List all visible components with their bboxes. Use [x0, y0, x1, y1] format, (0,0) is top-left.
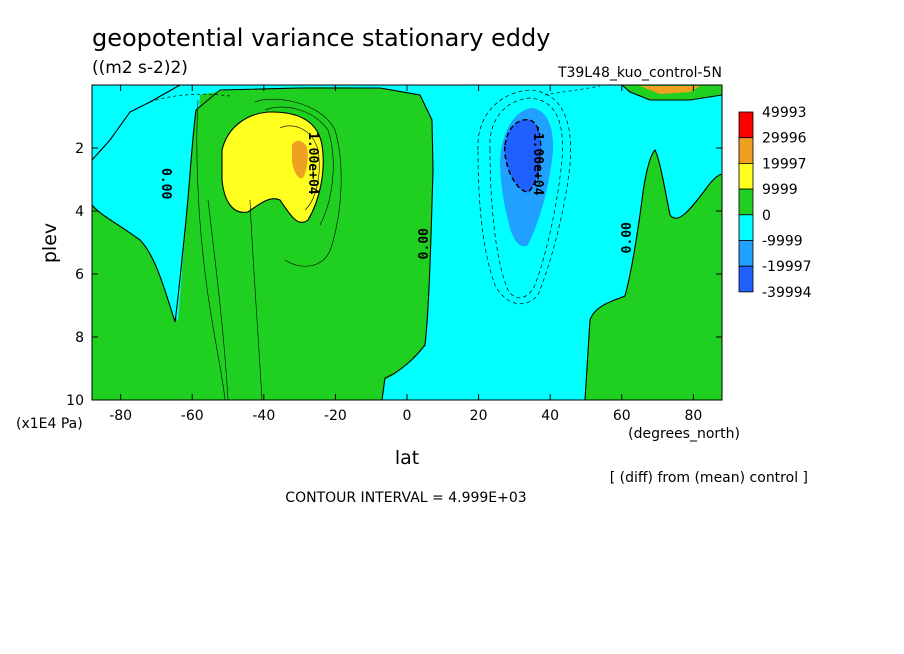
field-positive-yellow: [222, 112, 324, 223]
diff-note: [ (diff) from (mean) control ]: [610, 470, 808, 486]
y-axis: 2 4 6 8 10: [66, 141, 722, 409]
contour-top-dashed: [149, 85, 601, 103]
legend-level-label: -39994: [762, 285, 812, 301]
x-tick-label: -60: [181, 408, 204, 424]
x-tick-label: 60: [613, 408, 631, 424]
legend-level-label: 0: [762, 208, 771, 224]
legend-level-label: -9999: [762, 234, 803, 250]
y-axis-label: plev: [39, 223, 61, 263]
y-tick-label: 10: [66, 393, 84, 409]
x-axis-label: lat: [395, 447, 419, 469]
x-tick-label: -20: [324, 408, 347, 424]
contour-label: 1.00e+04: [305, 132, 320, 195]
plot-area: 0.00 1.00e+04 0.00 -1.00e+04 0.00: [91, 84, 723, 401]
x-axis: -80 -60 -40 -20 0 20 40 60 80: [109, 85, 702, 424]
field-positive-right: [585, 85, 722, 400]
x-tick-label: 20: [470, 408, 488, 424]
x-axis-units: (degrees_north): [628, 426, 740, 442]
legend-swatch: [738, 240, 754, 267]
field-positive-topright: [640, 86, 700, 94]
x-tick-label: -80: [109, 408, 132, 424]
legend-level-label: 29996: [762, 131, 807, 147]
legend-swatch: [738, 111, 754, 139]
x-tick-label: 40: [541, 408, 559, 424]
field-positive-orange: [292, 140, 308, 179]
contour-label: -1.00e+04: [530, 125, 545, 196]
y-tick-label: 4: [75, 204, 84, 220]
x-tick-label: 80: [684, 408, 702, 424]
legend-level-label: 49993: [762, 105, 807, 121]
field-negative-dark: [504, 119, 541, 192]
legend-swatch: [738, 214, 754, 241]
color-legend: 49993 29996 19997 9999 0 -9999 -19997 -39994: [738, 105, 812, 301]
legend-swatch: [738, 188, 754, 216]
legend-level-label: 9999: [762, 182, 798, 198]
contour-lines-negative-bold: [503, 118, 542, 193]
contour-label: 0.00: [620, 222, 635, 253]
legend-swatch: [738, 265, 754, 293]
y-axis-units: (x1E4 Pa): [16, 416, 83, 432]
run-label: T39L48_kuo_control-5N: [557, 65, 722, 81]
contour-zero: [91, 84, 723, 401]
legend-swatch: [738, 162, 754, 190]
chart-title: geopotential variance stationary eddy: [92, 24, 550, 52]
field-negative-left: [92, 85, 230, 322]
legend-level-label: -19997: [762, 259, 812, 275]
contour-label: 0.00: [158, 168, 173, 199]
contour-lines-negative: [477, 89, 571, 305]
y-tick-label: 2: [75, 141, 84, 157]
legend-level-label: 19997: [762, 156, 807, 172]
contour-label: 0.00: [417, 228, 432, 259]
contour-interval: CONTOUR INTERVAL = 4.999E+03: [285, 490, 526, 506]
y-tick-label: 6: [75, 267, 84, 283]
units-label: ((m2 s-2)2): [92, 58, 188, 78]
x-tick-label: -40: [252, 408, 275, 424]
legend-swatch: [738, 137, 754, 164]
contour-lines: [196, 98, 342, 401]
y-tick-label: 8: [75, 330, 84, 346]
x-tick-label: 0: [403, 408, 412, 424]
